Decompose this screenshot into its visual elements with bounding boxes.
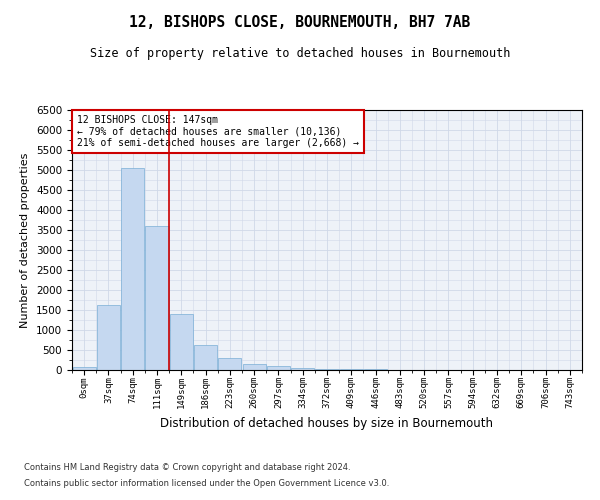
Bar (267, 366, 290, 370)
Bar (340, 369, 363, 370)
Bar (218, 358, 241, 370)
Y-axis label: Number of detached properties: Number of detached properties (20, 152, 31, 328)
Bar (121, 168, 144, 370)
Bar (170, 314, 193, 370)
Bar (97, 305, 120, 370)
Text: Contains HM Land Registry data © Crown copyright and database right 2024.: Contains HM Land Registry data © Crown c… (24, 464, 350, 472)
Bar (316, 368, 338, 370)
X-axis label: Distribution of detached houses by size in Bournemouth: Distribution of detached houses by size … (161, 417, 493, 430)
Text: 12 BISHOPS CLOSE: 147sqm
← 79% of detached houses are smaller (10,136)
21% of se: 12 BISHOPS CLOSE: 147sqm ← 79% of detach… (77, 115, 359, 148)
Bar (242, 364, 266, 370)
Text: Contains public sector information licensed under the Open Government Licence v3: Contains public sector information licen… (24, 478, 389, 488)
Bar (145, 226, 169, 370)
Bar (291, 368, 314, 370)
Text: Size of property relative to detached houses in Bournemouth: Size of property relative to detached ho… (90, 48, 510, 60)
Text: 12, BISHOPS CLOSE, BOURNEMOUTH, BH7 7AB: 12, BISHOPS CLOSE, BOURNEMOUTH, BH7 7AB (130, 15, 470, 30)
Bar (194, 345, 217, 370)
Bar (73, 367, 95, 370)
